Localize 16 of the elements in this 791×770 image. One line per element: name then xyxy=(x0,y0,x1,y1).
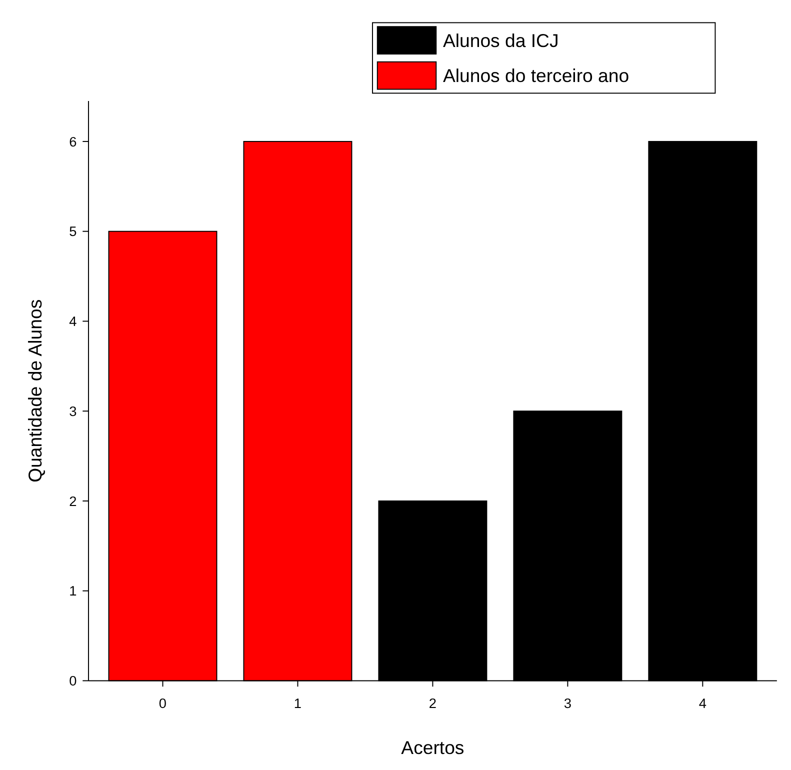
x-tick-label: 4 xyxy=(698,696,707,712)
x-tick-label: 1 xyxy=(294,696,302,712)
y-tick-label: 1 xyxy=(69,584,77,599)
y-tick-label: 5 xyxy=(69,224,78,240)
x-tick-label: 3 xyxy=(564,696,572,712)
legend-label: Alunos do terceiro ano xyxy=(442,65,630,86)
x-tick-label: 2 xyxy=(428,696,437,712)
y-tick-label: 0 xyxy=(69,674,78,689)
y-tick-label: 4 xyxy=(69,314,78,330)
x-axis-title: Acertos xyxy=(401,737,464,758)
y-tick-label: 6 xyxy=(69,134,78,150)
x-tick-label: 0 xyxy=(158,696,167,712)
y-tick-label: 2 xyxy=(69,494,77,509)
y-axis-title: Quantidade de Alunos xyxy=(24,299,46,482)
legend-label: Alunos da ICJ xyxy=(442,30,559,51)
y-tick-label: 3 xyxy=(69,404,78,419)
